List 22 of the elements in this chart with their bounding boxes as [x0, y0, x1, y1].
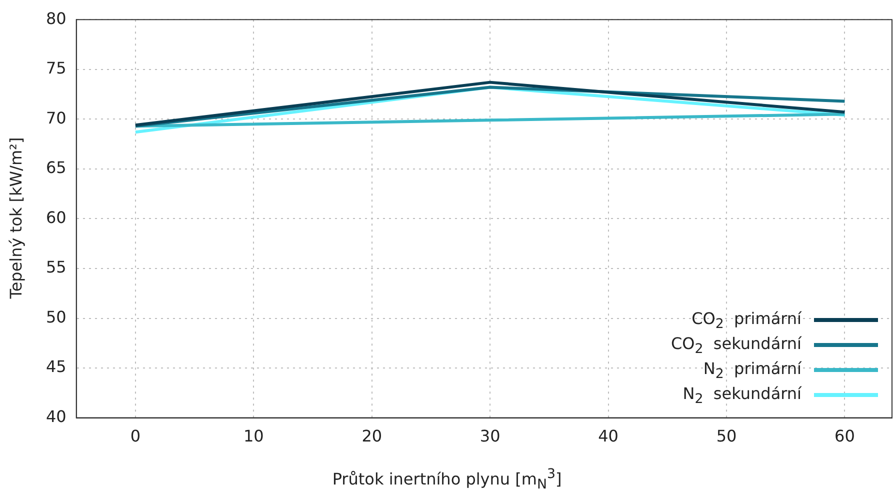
legend-label: N$_{2}$ sekundární — [682, 384, 802, 407]
legend-label: N$_{2}$ primární — [703, 358, 802, 382]
legend-label: CO$_{2}$ sekundární — [671, 334, 802, 357]
legend-label: CO$_{2}$ primární — [692, 308, 802, 332]
y-tick-label: 45 — [46, 357, 66, 376]
y-tick-label: 50 — [46, 307, 66, 326]
y-tick-label: 55 — [46, 258, 66, 277]
x-tick-label: 40 — [598, 426, 618, 446]
x-axis-title: Průtok inertního plynu [m$_{N}$$^{3}$] — [331, 467, 563, 493]
x-tick-label: 0 — [130, 426, 141, 446]
x-tick-label: 50 — [716, 426, 737, 446]
y-tick-label: 65 — [46, 158, 66, 178]
y-tick-label: 80 — [46, 8, 66, 28]
y-axis-title: Tepelný tok [kW/m²] — [6, 137, 26, 299]
x-tick-label: 10 — [243, 426, 264, 446]
y-tick-label: 60 — [46, 208, 66, 227]
y-tick-label: 40 — [46, 406, 66, 426]
x-tick-label: 20 — [362, 426, 382, 446]
x-tick-label: 60 — [834, 426, 855, 446]
y-tick-label: 75 — [46, 58, 66, 78]
y-tick-label: 70 — [46, 108, 66, 128]
x-tick-label: 30 — [480, 426, 500, 446]
